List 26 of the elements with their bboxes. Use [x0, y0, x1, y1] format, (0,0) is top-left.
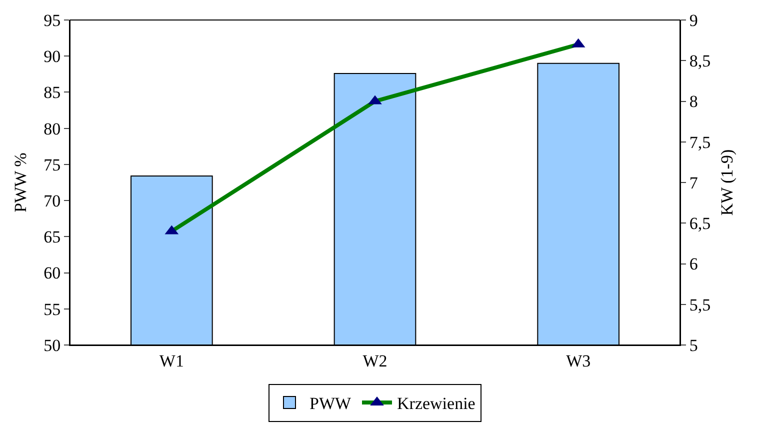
y2-tick-label: 9	[689, 10, 698, 30]
y2-tick-label: 7,5	[689, 132, 711, 152]
y-tick-label: 85	[44, 83, 61, 102]
y2-tick-label: 7	[689, 173, 698, 192]
y-tick-label: 90	[44, 47, 61, 66]
legend-label: Krzewienie	[397, 394, 476, 414]
y-tick-label: 80	[44, 119, 61, 138]
y-tick-label: 95	[44, 10, 61, 30]
x-tick-label: W2	[362, 351, 388, 370]
y-axis-title: PWW %	[11, 152, 30, 212]
y-tick-label: 65	[44, 228, 61, 247]
y-tick-label: 55	[44, 300, 61, 319]
legend-label: PWW	[310, 394, 352, 414]
y2-axis-title: KW (1-9)	[718, 149, 736, 216]
y-tick-label: 60	[44, 264, 61, 283]
y2-tick-label: 8	[689, 92, 698, 112]
y2-tick-label: 5,5	[689, 295, 711, 314]
x-tick-label: W1	[159, 351, 184, 370]
y-tick-label: 75	[44, 155, 61, 174]
x-tick-label: W3	[566, 351, 591, 370]
y2-tick-label: 8,5	[689, 52, 711, 71]
y2-tick-label: 5	[689, 336, 698, 355]
y2-tick-label: 6	[689, 254, 698, 274]
y2-tick-label: 6,5	[689, 214, 711, 234]
y-tick-label: 70	[44, 192, 61, 211]
y-tick-label: 50	[44, 336, 61, 355]
